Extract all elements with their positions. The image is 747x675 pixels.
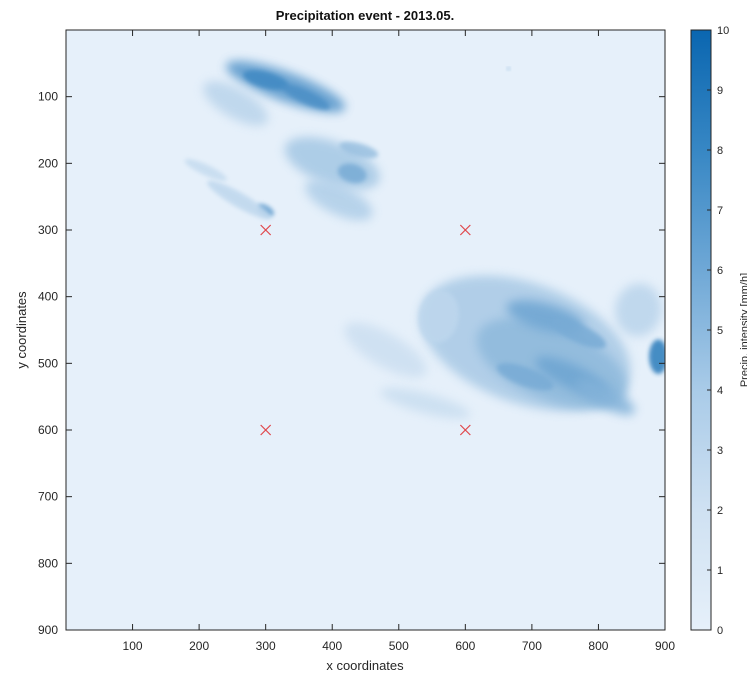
- colorbar-tick-label: 1: [717, 565, 723, 577]
- y-axis-ticks: 100 200 300 400 500 600 700 800 900: [38, 90, 665, 637]
- y-tick-label: 900: [38, 623, 58, 637]
- rain-cell: [339, 141, 379, 159]
- plot-frame: [65, 29, 666, 631]
- rain-cell: [203, 81, 269, 126]
- rain-cell: [281, 83, 330, 110]
- gauge-markers: [260, 224, 471, 436]
- y-tick-label: 600: [38, 423, 58, 437]
- rain-cell: [243, 70, 289, 90]
- rain-cell: [507, 67, 510, 70]
- colorbar-ticks: 0 1 2 3 4 5 6 7 8 9 10: [707, 25, 729, 637]
- chart-title: Precipitation event - 2013.05.: [276, 8, 454, 23]
- colorbar-tick-label: 0: [717, 625, 723, 637]
- rain-intensity-field: [184, 61, 665, 419]
- rain-cell: [496, 363, 554, 391]
- x-tick-label: 200: [189, 639, 209, 653]
- x-tick-label: 400: [322, 639, 342, 653]
- y-tick-label: 400: [38, 290, 58, 304]
- x-axis-label: x coordinates: [326, 658, 404, 673]
- gauge-marker: [260, 424, 272, 436]
- y-tick-label: 200: [38, 156, 58, 170]
- rain-cell: [184, 159, 227, 181]
- colorbar-tick-label: 3: [717, 445, 723, 457]
- rain-cell: [207, 180, 271, 220]
- rain-cell: [344, 322, 427, 378]
- colorbar-tick-label: 4: [717, 385, 723, 397]
- rain-cell: [337, 163, 367, 184]
- colorbar-tick-label: 7: [717, 205, 723, 217]
- x-tick-label: 700: [522, 639, 542, 653]
- colorbar-tick-label: 8: [717, 145, 723, 157]
- gauge-marker: [260, 224, 272, 236]
- colorbar-tick-label: 5: [717, 325, 723, 337]
- x-tick-label: 300: [256, 639, 276, 653]
- y-axis-label: y coordinates: [14, 291, 29, 369]
- rain-cell: [575, 378, 635, 415]
- colorbar-tick-label: 2: [717, 505, 723, 517]
- colorbar-tick-label: 9: [717, 85, 723, 97]
- y-tick-label: 100: [38, 90, 58, 104]
- rain-cell: [380, 387, 471, 419]
- gauge-marker: [459, 424, 471, 436]
- colorbar-label: Precip. intensity [mm/h]: [739, 273, 747, 387]
- rain-cell: [614, 283, 662, 337]
- x-tick-label: 900: [655, 639, 675, 653]
- x-tick-label: 100: [123, 639, 143, 653]
- y-tick-label: 300: [38, 223, 58, 237]
- gauge-marker: [459, 224, 471, 236]
- rain-cell: [551, 318, 606, 349]
- y-tick-label: 700: [38, 490, 58, 504]
- rain-cell: [649, 339, 665, 374]
- rain-cell: [418, 290, 459, 344]
- y-tick-label: 800: [38, 556, 58, 570]
- colorbar-tick-label: 10: [717, 25, 729, 37]
- x-axis-ticks: 100 200 300 400 500 600 700 800 900: [123, 30, 675, 653]
- x-tick-label: 500: [389, 639, 409, 653]
- rain-cell: [305, 179, 373, 221]
- x-tick-label: 800: [588, 639, 608, 653]
- y-tick-label: 500: [38, 356, 58, 370]
- x-tick-label: 600: [455, 639, 475, 653]
- colorbar-tick-label: 6: [717, 265, 723, 277]
